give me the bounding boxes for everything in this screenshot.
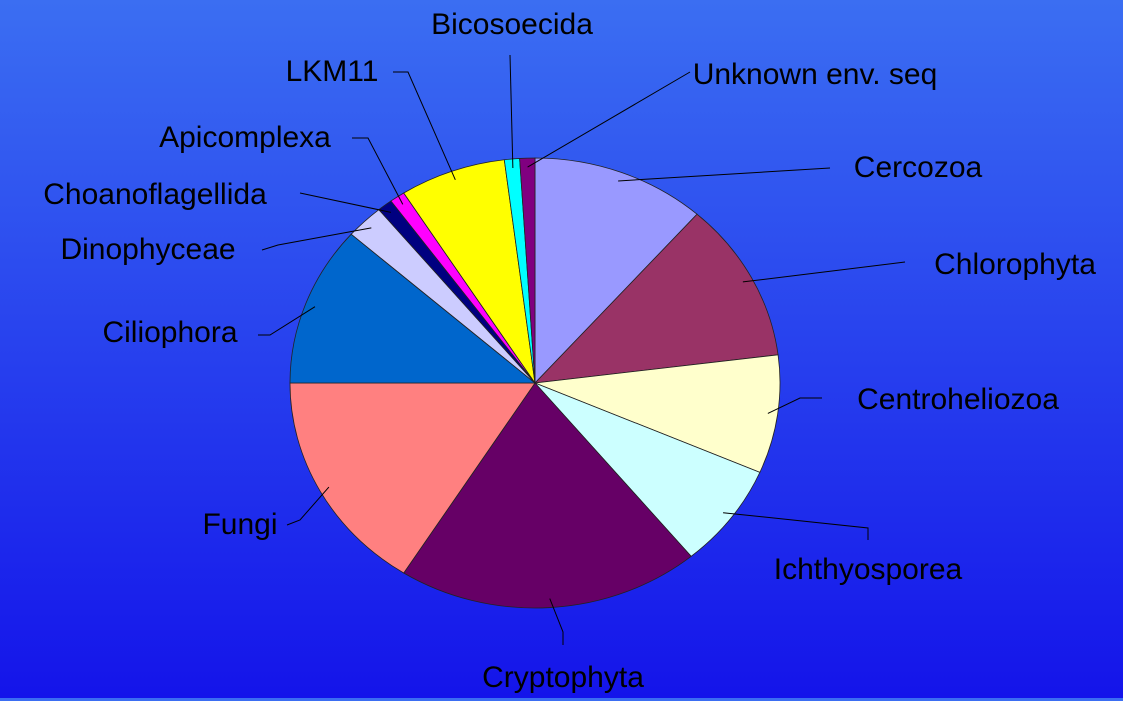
pie-slice	[289, 233, 537, 384]
slice-label: Chlorophyta	[934, 248, 1096, 281]
leader-line	[723, 512, 869, 540]
leader-line	[549, 598, 564, 645]
slice-label: Ciliophora	[102, 316, 238, 349]
slice-label: Ichthyosporea	[773, 553, 963, 586]
slice-label: LKM11	[285, 55, 379, 88]
slice-label: Bicosoecida	[431, 8, 593, 41]
leader-line	[509, 54, 514, 168]
leader-line	[261, 227, 372, 251]
pie-slice	[519, 157, 536, 384]
slice-label: Fungi	[202, 508, 278, 541]
slice-label: Centroheliozoa	[857, 383, 1059, 416]
slice-label: Dinophyceae	[60, 233, 236, 266]
leader-line	[527, 71, 691, 168]
slice-label: Unknown env. seq	[692, 58, 938, 91]
slice-label: Choanoflagellida	[43, 178, 267, 211]
leader-line	[767, 397, 822, 414]
leader-line	[258, 306, 316, 336]
leader-line	[286, 486, 330, 526]
pie-slice	[534, 157, 698, 384]
pie-slice	[534, 382, 761, 557]
pie-slice	[534, 354, 781, 473]
leader-line	[393, 71, 456, 180]
leader-line	[299, 192, 391, 213]
slice-label: Apicomplexa	[159, 121, 331, 154]
slice-label: Cercozoa	[853, 151, 983, 184]
leader-line	[352, 137, 404, 205]
leader-line	[742, 261, 906, 283]
pie-slice	[289, 382, 536, 574]
slice-label: Cryptophyta	[482, 661, 644, 694]
leader-line	[618, 167, 831, 182]
pie-slice	[533, 213, 779, 384]
pie-slice	[403, 382, 692, 609]
